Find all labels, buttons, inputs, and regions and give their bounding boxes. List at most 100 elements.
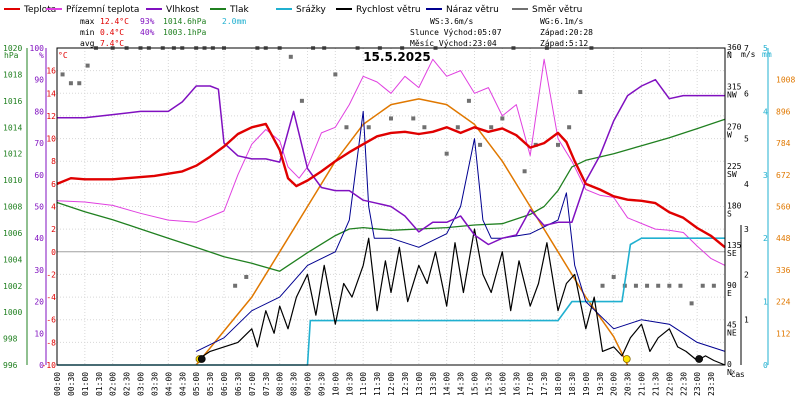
time-tick-label: 22:00 bbox=[665, 372, 674, 396]
time-tick-label: 01:00 bbox=[81, 372, 90, 396]
time-tick-label: 05:30 bbox=[206, 372, 215, 396]
rain-tick-label: 2 bbox=[763, 234, 768, 243]
direction-point bbox=[333, 72, 338, 77]
time-tick-label: 10:00 bbox=[331, 372, 340, 396]
stats-min-temp: 0.4°C bbox=[100, 28, 124, 37]
solar-tick-label: 112 bbox=[776, 329, 791, 338]
time-tick-label: 10:30 bbox=[345, 372, 354, 396]
direction-point bbox=[667, 283, 672, 288]
humidity-tick-label: 60 bbox=[34, 171, 44, 180]
solar-tick-label: 1008 bbox=[776, 76, 795, 85]
time-tick-label: 08:00 bbox=[276, 372, 285, 396]
rain-tick-label: 3 bbox=[763, 171, 768, 180]
direction-point bbox=[389, 116, 393, 121]
pressure-tick-label: 1018 bbox=[3, 70, 22, 79]
legend-item: Směr větru bbox=[512, 5, 582, 15]
temperature-tick-label: 14 bbox=[46, 89, 56, 98]
axis-unit-humidity: % bbox=[39, 51, 44, 60]
pressure-tick-label: 1010 bbox=[3, 176, 22, 185]
time-tick-label: 02:30 bbox=[123, 372, 132, 396]
pressure-tick-label: 998 bbox=[3, 335, 18, 344]
direction-point bbox=[478, 142, 483, 147]
time-tick-label: 00:00 bbox=[53, 372, 62, 396]
pressure-tick-label: 1000 bbox=[3, 308, 22, 317]
grid bbox=[57, 48, 725, 366]
direction-point bbox=[85, 63, 90, 68]
direction-tick-degree: 270 bbox=[727, 122, 742, 131]
direction-point bbox=[422, 125, 427, 130]
rain-tick-label: 0 bbox=[763, 361, 768, 370]
legend-label: Rychlost větru bbox=[356, 5, 421, 15]
rain-tick-label: 1 bbox=[763, 298, 768, 307]
direction-point bbox=[288, 54, 293, 59]
plot-frame bbox=[56, 47, 726, 366]
axes: hPa9969981000100210041006100810101012101… bbox=[3, 43, 795, 396]
legend-item: Srážky bbox=[276, 5, 327, 15]
time-tick-label: 04:30 bbox=[178, 372, 187, 396]
direction-point bbox=[60, 72, 65, 77]
humidity-tick-label: 30 bbox=[34, 266, 44, 275]
info-ws: WS:3.6m/s bbox=[430, 17, 474, 26]
humidity-tick-label: 100 bbox=[30, 44, 45, 53]
stats-max-temp: 12.4°C bbox=[100, 17, 129, 26]
temperature-tick-label: 8 bbox=[51, 157, 56, 166]
time-tick-label: 14:30 bbox=[457, 372, 466, 396]
time-tick-label: 20:30 bbox=[624, 372, 633, 396]
humidity-tick-label: 40 bbox=[34, 234, 44, 243]
temperature-tick-label: -2 bbox=[46, 270, 56, 279]
humidity-tick-label: 80 bbox=[34, 107, 44, 116]
time-tick-label: 16:00 bbox=[498, 372, 507, 396]
time-tick-label: 01:30 bbox=[95, 372, 104, 396]
pressure-tick-label: 1014 bbox=[3, 123, 22, 132]
time-tick-label: 11:00 bbox=[359, 372, 368, 396]
time-tick-label: 04:00 bbox=[164, 372, 173, 396]
direction-point bbox=[500, 116, 505, 121]
direction-point bbox=[466, 98, 471, 103]
direction-point bbox=[233, 283, 238, 288]
stats-max-rain: 2.0mm bbox=[222, 17, 246, 26]
legend-item: Náraz větru bbox=[426, 5, 499, 15]
series-line bbox=[57, 78, 725, 246]
moon-marker bbox=[695, 355, 704, 363]
solar-tick-label: 560 bbox=[776, 203, 791, 212]
direction-point bbox=[489, 125, 494, 130]
direction-tick-compass: SE bbox=[727, 249, 737, 258]
sun-marker bbox=[622, 355, 631, 363]
time-tick-label: 11:30 bbox=[373, 372, 382, 396]
time-tick-label: 18:00 bbox=[554, 372, 563, 396]
legend-label: Vlhkost bbox=[166, 5, 199, 15]
time-tick-label: 08:30 bbox=[290, 372, 299, 396]
direction-point bbox=[689, 301, 694, 306]
x-axis-label: čas bbox=[731, 369, 744, 379]
direction-tick-compass: NE bbox=[727, 328, 737, 337]
time-tick-label: 13:30 bbox=[429, 372, 438, 396]
direction-tick-compass: N bbox=[727, 368, 732, 377]
humidity-tick-label: 90 bbox=[34, 76, 44, 85]
axis-unit-wind: m/s bbox=[741, 50, 756, 59]
temperature-tick-label: 2 bbox=[51, 225, 56, 234]
direction-tick-degree: 225 bbox=[727, 162, 742, 171]
stats-min-press: 1003.1hPa bbox=[163, 28, 207, 37]
legend-item: Tlak bbox=[210, 5, 250, 15]
solar-tick-label: 224 bbox=[776, 298, 791, 307]
info-wg: WG:6.1m/s bbox=[540, 17, 584, 26]
direction-point bbox=[77, 81, 82, 86]
series-line bbox=[195, 98, 629, 366]
temperature-tick-label: 16 bbox=[46, 67, 56, 76]
solar-tick-label: 784 bbox=[776, 139, 791, 148]
temperature-tick-label: 4 bbox=[51, 203, 56, 212]
stats-avg-label: avg bbox=[80, 39, 95, 48]
time-tick-label: 12:30 bbox=[401, 372, 410, 396]
pressure-tick-label: 1004 bbox=[3, 255, 22, 264]
direction-tick-degree: 90 bbox=[727, 281, 737, 290]
humidity-tick-label: 70 bbox=[34, 139, 44, 148]
legend-item: Teplota bbox=[4, 5, 56, 15]
time-tick-label: 22:30 bbox=[679, 372, 688, 396]
chart-title: 15.5.2025 bbox=[363, 50, 431, 64]
time-tick-label: 09:00 bbox=[304, 372, 313, 396]
pressure-tick-label: 1012 bbox=[3, 150, 22, 159]
solar-tick-label: 336 bbox=[776, 266, 791, 275]
time-tick-label: 21:30 bbox=[651, 372, 660, 396]
humidity-tick-label: 50 bbox=[34, 203, 44, 212]
time-tick-label: 17:30 bbox=[540, 372, 549, 396]
